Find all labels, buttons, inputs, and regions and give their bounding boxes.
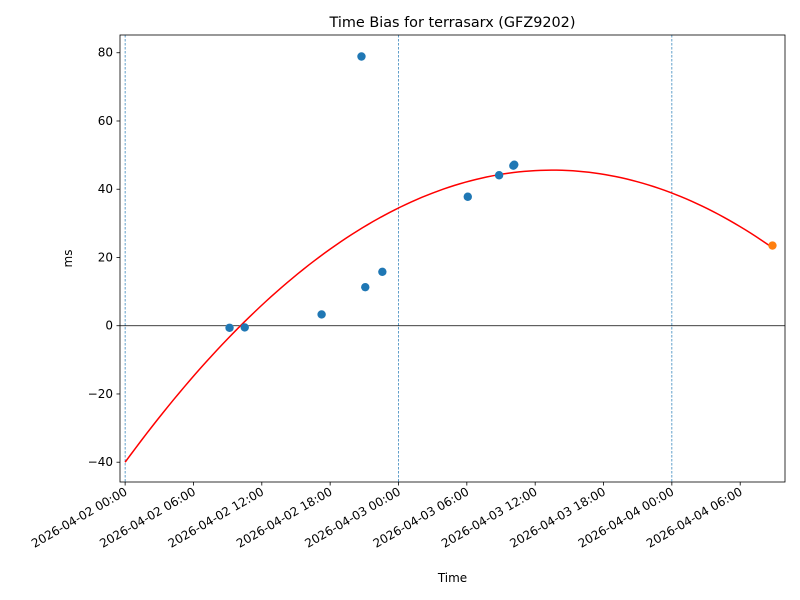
- data-point: [494, 171, 504, 180]
- data-point: [510, 160, 519, 169]
- y-tick-label: −20: [88, 387, 113, 401]
- y-tick-label: 0: [105, 319, 113, 333]
- y-tick-label: 20: [98, 250, 113, 264]
- data-point: [463, 192, 472, 201]
- fit-curve: [124, 169, 773, 463]
- y-tick-label: 60: [98, 114, 113, 128]
- data-point: [225, 323, 234, 332]
- y-tick-label: 40: [98, 182, 113, 196]
- data-point: [357, 52, 366, 61]
- data-point: [317, 310, 326, 319]
- x-axis-label: Time: [437, 571, 467, 585]
- y-tick-label: −40: [88, 455, 113, 469]
- latest-data-point: [768, 241, 777, 250]
- plot-layer: [120, 35, 785, 482]
- y-axis-label: ms: [61, 250, 75, 268]
- y-axis: −40 −20 0 20 40 60 80: [88, 46, 120, 469]
- data-point: [378, 267, 387, 277]
- plot-frame: [119, 34, 786, 483]
- data-point: [361, 282, 370, 292]
- data-point: [240, 323, 249, 332]
- y-tick-label: 80: [98, 46, 113, 60]
- chart-title: Time Bias for terrasarx (GFZ9202): [329, 15, 576, 31]
